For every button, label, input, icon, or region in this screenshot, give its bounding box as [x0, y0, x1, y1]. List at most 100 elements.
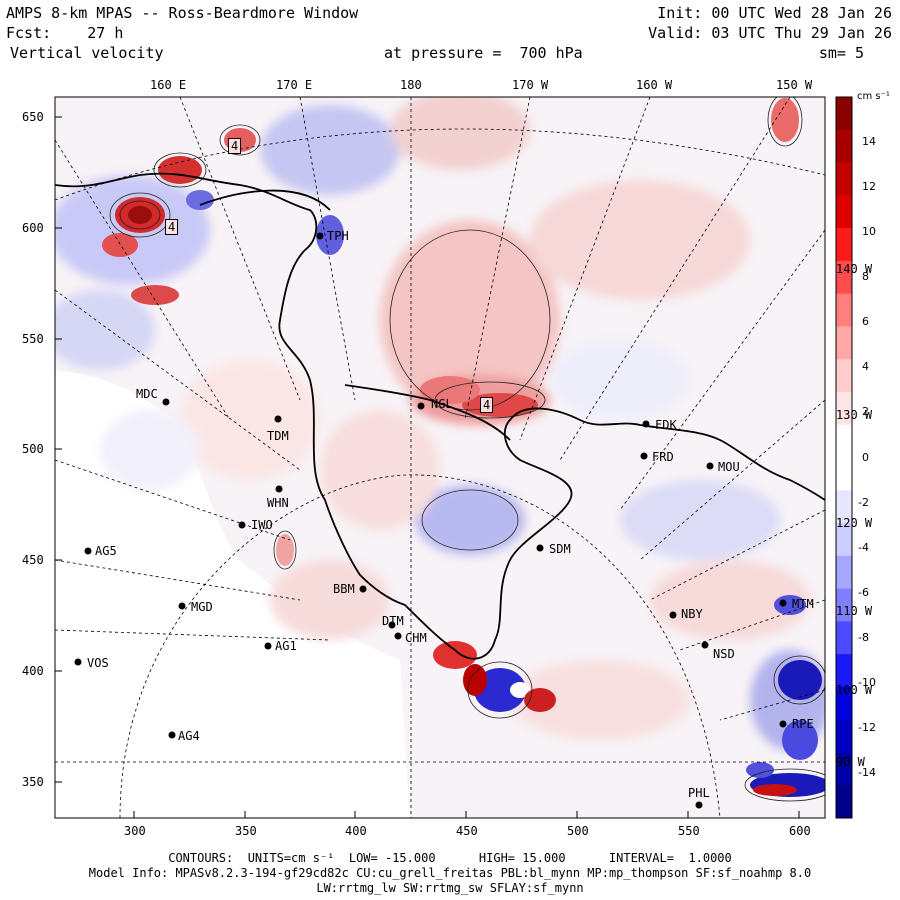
- station-label: NSD: [713, 647, 735, 661]
- colorbar-swatch: [836, 490, 852, 524]
- x-tick-label: 500: [567, 824, 589, 838]
- lon-label: 160 W: [636, 78, 673, 92]
- station-label: AG1: [275, 639, 297, 653]
- colorbar-tick-label: 0: [862, 450, 869, 464]
- station-label: MTM: [792, 597, 814, 611]
- colorbar-swatch: [836, 129, 852, 164]
- x-tick-label: 600: [789, 824, 811, 838]
- contour-info: CONTOURS: UNITS=cm s⁻¹ LOW= -15.000 HIGH…: [168, 851, 732, 865]
- colorbar-tick-label: -6: [858, 585, 869, 599]
- coastline: [55, 172, 825, 660]
- contour-value-box: 4: [165, 219, 179, 235]
- colorbar-swatch: [836, 785, 852, 819]
- colorbar-units: cm s⁻¹: [857, 91, 890, 102]
- colorbar-swatch: [836, 195, 852, 229]
- station-label: TDM: [267, 429, 289, 443]
- strong-cells: [102, 98, 825, 797]
- station-label: AG4: [178, 729, 200, 743]
- station-label: FRD: [652, 450, 674, 464]
- colorbar-frame: [835, 96, 853, 819]
- init-time: Init: 00 UTC Wed 28 Jan 26: [657, 4, 892, 22]
- station-label: WHN: [267, 496, 289, 510]
- x-tick-label: 550: [678, 824, 700, 838]
- colorbar-swatch: [836, 523, 852, 557]
- axis-ticks: [55, 116, 800, 818]
- colorbar-tick-label: 4: [862, 360, 869, 374]
- station-label: NGL: [431, 397, 453, 411]
- colorbar-swatch: [836, 686, 852, 721]
- meridian-label: 90 W: [836, 755, 865, 769]
- meridian-label: 120 W: [836, 516, 873, 530]
- lon-label: 150 W: [776, 78, 813, 92]
- colorbar-tick-label: 8: [862, 270, 869, 284]
- colorbar-tick-label: -12: [858, 720, 876, 734]
- colorbar-swatch: [836, 719, 852, 753]
- pressure-level: at pressure = 700 hPa: [384, 44, 583, 62]
- y-tick-label: 400: [22, 664, 44, 678]
- colorbar-swatch: [836, 326, 852, 360]
- colorbar-swatch: [836, 359, 852, 393]
- meridian-label: 100 W: [836, 683, 873, 697]
- forecast-hour: Fcst: 27 h: [6, 24, 124, 42]
- map-panel: [55, 97, 825, 818]
- valid-time: Valid: 03 UTC Thu 29 Jan 26: [648, 24, 892, 42]
- colorbar-swatch: [836, 391, 852, 426]
- y-tick-label: 450: [22, 553, 44, 567]
- model-info-2: LW:rrtmg_lw SW:rrtmg_sw SFLAY:sf_mynn: [316, 881, 584, 895]
- colorbar-swatch: [836, 621, 852, 655]
- station-label: IWO: [251, 518, 273, 532]
- y-tick-label: 350: [22, 775, 44, 789]
- meridian-label: 140 W: [836, 262, 873, 276]
- station-label: MGD: [191, 600, 213, 614]
- colorbar-swatch: [836, 588, 852, 622]
- colorbar-tick-label: -14: [858, 765, 876, 779]
- colorbar-tick-label: 6: [862, 315, 869, 329]
- station-label: RPE: [792, 717, 814, 731]
- y-tick-label: 650: [22, 110, 44, 124]
- station-label: MOU: [718, 460, 740, 474]
- colorbar-swatch: [836, 457, 852, 491]
- map-frame: [54, 96, 826, 819]
- y-tick-label: 550: [22, 332, 44, 346]
- station-label: BBM: [333, 582, 355, 596]
- colorbar-tick-label: -4: [858, 540, 869, 554]
- station-label: FDK: [655, 418, 677, 432]
- colorbar-swatch: [836, 424, 852, 458]
- station-label: MDC: [136, 387, 158, 401]
- x-tick-label: 400: [345, 824, 367, 838]
- contour-lines: [109, 97, 825, 802]
- colorbar-swatch: [836, 260, 852, 295]
- colorbar-tick-label: -8: [858, 630, 869, 644]
- colorbar: [836, 97, 852, 819]
- colorbar-swatch: [836, 654, 852, 688]
- station-label: NBY: [681, 607, 703, 621]
- colorbar-swatch: [836, 555, 852, 590]
- y-tick-label: 600: [22, 221, 44, 235]
- station-label: VOS: [87, 656, 109, 670]
- station-label: PHL: [688, 786, 710, 800]
- colorbar-swatch: [836, 97, 852, 131]
- colorbar-swatch: [836, 293, 852, 327]
- lon-label: 160 E: [150, 78, 187, 92]
- lon-label: 180: [400, 78, 422, 92]
- colorbar-tick-label: -2: [858, 495, 869, 509]
- y-tick-label: 500: [22, 442, 44, 456]
- station-label: SDM: [549, 542, 571, 556]
- contour-value-box: 4: [480, 397, 494, 413]
- colorbar-tick-label: 10: [862, 225, 876, 239]
- model-info: Model Info: MPASv8.2.3-194-gf29cd82c CU:…: [88, 866, 812, 880]
- station-markers: [74, 232, 787, 809]
- station-label: CHM: [405, 631, 427, 645]
- lon-label: 170 E: [276, 78, 313, 92]
- station-label: TPH: [327, 229, 349, 243]
- x-tick-label: 350: [235, 824, 257, 838]
- x-tick-label: 300: [124, 824, 146, 838]
- colorbar-tick-label: 12: [862, 180, 876, 194]
- meridian-label: 130 W: [836, 408, 873, 422]
- lon-label: 170 W: [512, 78, 549, 92]
- meridian-label: 110 W: [836, 604, 873, 618]
- field-name: Vertical velocity: [10, 44, 164, 62]
- velocity-field: [55, 97, 825, 750]
- colorbar-tick-label: 2: [862, 405, 869, 419]
